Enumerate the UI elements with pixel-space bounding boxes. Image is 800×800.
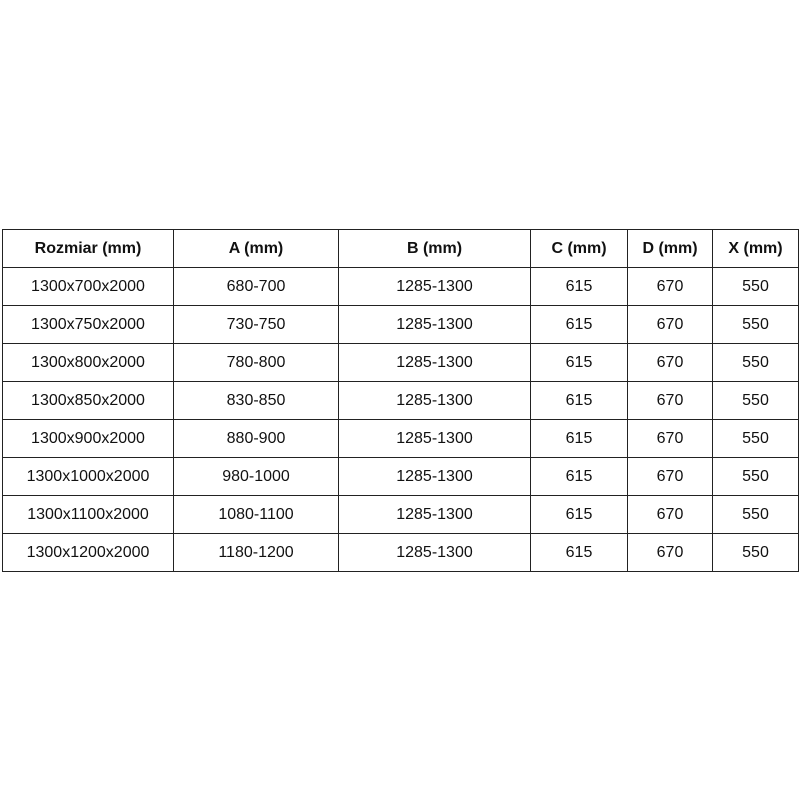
table-cell: 615	[530, 305, 628, 344]
column-header: C (mm)	[530, 229, 628, 268]
table-cell: 550	[712, 267, 799, 306]
table-cell: 1285-1300	[338, 305, 531, 344]
table-cell: 1080-1100	[173, 495, 339, 534]
table-cell: 730-750	[173, 305, 339, 344]
column-header: Rozmiar (mm)	[2, 229, 174, 268]
table-cell: 550	[712, 457, 799, 496]
table-cell: 1285-1300	[338, 267, 531, 306]
table-cell: 1285-1300	[338, 495, 531, 534]
table-cell: 880-900	[173, 419, 339, 458]
column-header: X (mm)	[712, 229, 799, 268]
table-cell: 1300x850x2000	[2, 381, 174, 420]
table-cell: 1285-1300	[338, 533, 531, 572]
table-cell: 680-700	[173, 267, 339, 306]
table-cell: 670	[627, 457, 713, 496]
column-header: A (mm)	[173, 229, 339, 268]
table-row: 1300x1100x2000 1080-1100 1285-1300 615 670 55…	[2, 495, 799, 534]
table-cell: 1300x750x2000	[2, 305, 174, 344]
table-cell: 670	[627, 267, 713, 306]
table-cell: 1300x1100x2000	[2, 495, 174, 534]
table-cell: 670	[627, 305, 713, 344]
table-cell: 615	[530, 533, 628, 572]
table-cell: 615	[530, 267, 628, 306]
table-cell: 550	[712, 533, 799, 572]
table-row: 1300x1200x2000 1180-1200 1285-1300 615 670 55…	[2, 533, 799, 572]
column-header: D (mm)	[627, 229, 713, 268]
table-cell: 1285-1300	[338, 381, 531, 420]
table-cell: 670	[627, 533, 713, 572]
table-cell: 780-800	[173, 343, 339, 382]
column-header: B (mm)	[338, 229, 531, 268]
table-cell: 1180-1200	[173, 533, 339, 572]
table-cell: 615	[530, 495, 628, 534]
table-row: 1300x750x2000 730-750 1285-1300 615 670 550	[2, 305, 799, 344]
size-spec-table: Rozmiar (mm) A (mm) B (mm) C (mm) D (mm) X (m…	[2, 229, 799, 572]
table-cell: 615	[530, 381, 628, 420]
table-cell: 1300x1200x2000	[2, 533, 174, 572]
table-cell: 980-1000	[173, 457, 339, 496]
table-row: 1300x1000x2000 980-1000 1285-1300 615 670 550	[2, 457, 799, 496]
table-header-row: Rozmiar (mm) A (mm) B (mm) C (mm) D (mm) X (m…	[2, 229, 799, 268]
table-cell: 670	[627, 381, 713, 420]
table-cell: 615	[530, 419, 628, 458]
table-cell: 670	[627, 419, 713, 458]
table-cell: 550	[712, 343, 799, 382]
table-cell: 1300x700x2000	[2, 267, 174, 306]
table-cell: 1285-1300	[338, 419, 531, 458]
table-cell: 550	[712, 381, 799, 420]
table-cell: 1285-1300	[338, 343, 531, 382]
table-row: 1300x800x2000 780-800 1285-1300 615 670 550	[2, 343, 799, 382]
table-cell: 1300x900x2000	[2, 419, 174, 458]
table-cell: 1300x1000x2000	[2, 457, 174, 496]
table-cell: 615	[530, 457, 628, 496]
table-cell: 1300x800x2000	[2, 343, 174, 382]
table-row: 1300x700x2000 680-700 1285-1300 615 670 550	[2, 267, 799, 306]
table-cell: 670	[627, 495, 713, 534]
table-cell: 550	[712, 419, 799, 458]
table-cell: 1285-1300	[338, 457, 531, 496]
table-cell: 830-850	[173, 381, 339, 420]
table-row: 1300x850x2000 830-850 1285-1300 615 670 550	[2, 381, 799, 420]
table-row: 1300x900x2000 880-900 1285-1300 615 670 550	[2, 419, 799, 458]
table-cell: 615	[530, 343, 628, 382]
table-cell: 550	[712, 305, 799, 344]
table-cell: 670	[627, 343, 713, 382]
table-cell: 550	[712, 495, 799, 534]
